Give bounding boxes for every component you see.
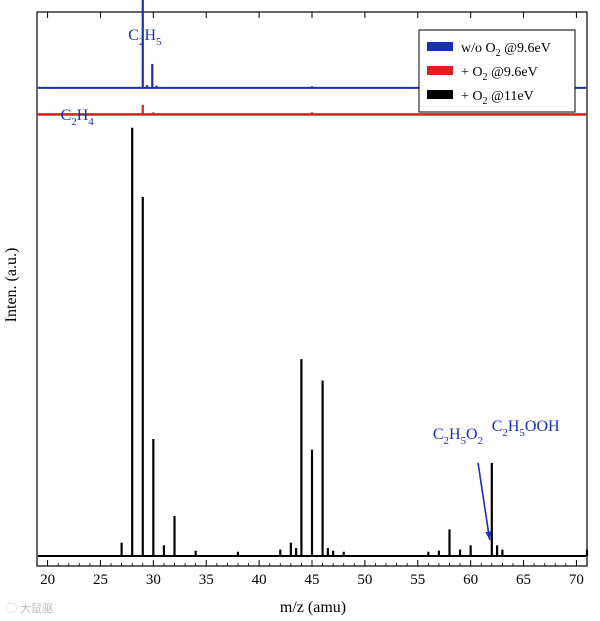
x-tick-label: 70 [569,572,584,588]
x-tick-label: 45 [305,572,320,588]
watermark-text: 大鼠驱 [20,603,54,615]
x-tick-label: 35 [199,572,214,588]
legend-swatch [427,42,453,51]
series-2 [38,104,586,116]
legend-swatch [427,66,453,75]
legend-label: + O2 @9.6eV [461,65,538,83]
x-tick-label: 30 [146,572,161,588]
x-tick-label: 25 [93,572,108,588]
x-tick-label: 20 [40,572,55,588]
legend: w/o O2 @9.6eV + O2 @9.6eV + O2 @11eV [418,29,576,113]
y-axis-title: Inten. (a.u.) [3,248,20,323]
x-tick-label: 65 [516,572,531,588]
peak-annotation: C2H5 [128,27,162,48]
peak-annotation: C2H5O2 [433,426,483,447]
legend-label: w/o O2 @9.6eV [461,41,551,59]
x-tick-label: 60 [463,572,478,588]
x-axis: 20 25 30 35 40 45 50 55 60 65 70 [40,12,584,588]
annotation-arrow [477,462,491,541]
x-axis-title: m/z (amu) [280,599,346,616]
camera-icon: ◯ [6,603,17,615]
x-tick-label: 50 [357,572,372,588]
x-tick-label: 55 [410,572,425,588]
arrow-head [485,531,492,541]
annotations: C2H5 C2H4 C2H5O2 C2H5OOH [61,27,560,541]
peak-annotation: C2H5OOH [492,418,560,439]
legend-label: + O2 @11eV [461,89,534,107]
legend-swatch [427,90,453,99]
peak-annotation: C2H4 [61,107,95,128]
watermark: ◯ 大鼠驱 [6,600,53,616]
series-3 [38,127,589,557]
x-tick-label: 40 [252,572,267,588]
